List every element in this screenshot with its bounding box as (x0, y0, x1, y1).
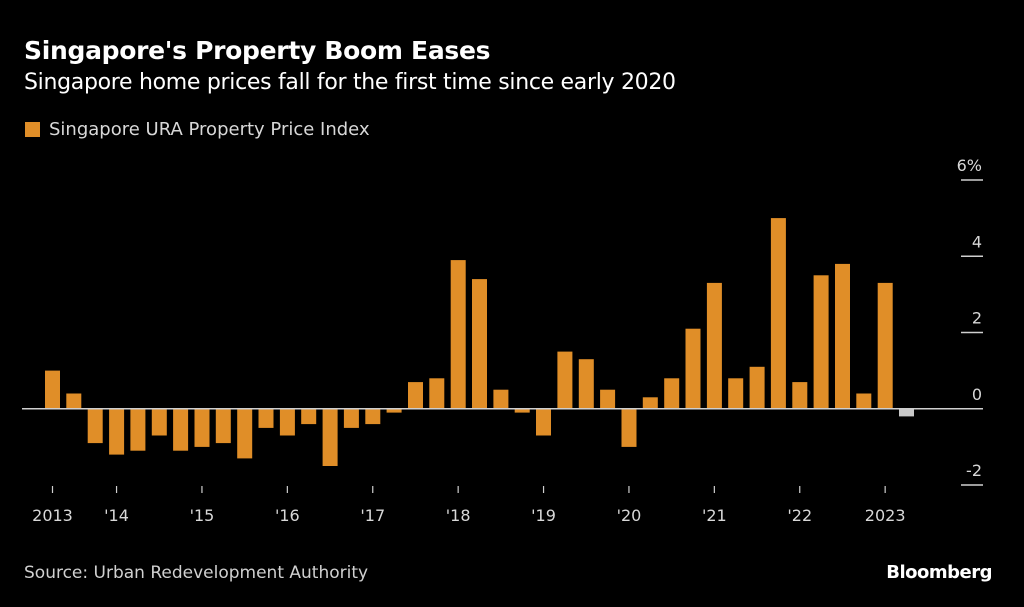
y-axis: 6% 4 2 0 -2 (957, 156, 983, 486)
bar-2018-q1 (472, 279, 487, 409)
bar-2017-q2 (408, 382, 423, 409)
x-tick-label: '22 (787, 506, 812, 525)
bars-group (45, 218, 914, 466)
bar-2021-q1 (728, 378, 744, 409)
bar-2020-q3 (685, 328, 701, 409)
bar-2022-q3 (856, 393, 872, 409)
x-tick-label: '17 (360, 506, 385, 525)
x-tick-label: '14 (104, 506, 129, 525)
bar-2021-q2 (749, 366, 765, 409)
x-tick-label: '20 (617, 506, 642, 525)
bar-2014-q2 (151, 408, 167, 436)
bar-2016-q3 (343, 408, 359, 428)
bar-2014-q3 (173, 408, 189, 451)
x-axis: 2013 '14 '15 '16 '17 '18 '19 '20 '21 '22 2023 (32, 486, 906, 525)
bar-2022-q2 (835, 263, 850, 409)
legend-label: Singapore URA Property Price Index (49, 119, 370, 140)
x-tick-label: '18 (446, 506, 471, 525)
bar-2019-q4 (621, 408, 637, 447)
x-tick-label: '16 (275, 506, 300, 525)
legend: Singapore URA Property Price Index (25, 119, 370, 140)
bar-2018-q2 (493, 389, 509, 409)
bar-2015-q3 (258, 408, 274, 428)
bar-2019-q3 (600, 389, 616, 409)
bar-2019-q1 (557, 351, 573, 409)
bar-2018-q4 (536, 408, 551, 436)
x-tick-label: '15 (190, 506, 215, 525)
bloomberg-logo: Bloomberg (886, 562, 992, 583)
chart-title: Singapore's Property Boom Eases (24, 36, 491, 65)
bar-2014-q4 (194, 408, 210, 447)
y-tick-label: 2 (972, 309, 982, 328)
bar-2016-q2 (322, 408, 338, 466)
bar-2015-q4 (279, 408, 295, 436)
bar-2022-q4 (877, 282, 893, 409)
bar-2013-q1 (45, 370, 60, 409)
bar-2016-q4 (365, 408, 381, 425)
legend-swatch (25, 122, 40, 137)
bar-2015-q1 (215, 408, 231, 444)
x-tick-label: 2013 (32, 506, 73, 525)
bar-2013-q3 (87, 408, 103, 444)
y-tick-label: 4 (972, 232, 982, 251)
bar-2014-q1 (130, 408, 146, 451)
bar-2017-q3 (429, 378, 445, 409)
source-note: Source: Urban Redevelopment Authority (24, 563, 369, 583)
y-tick-label: 0 (972, 385, 982, 404)
bar-2020-q1 (642, 397, 658, 409)
x-tick-label: '19 (531, 506, 556, 525)
y-tick-label: 6% (957, 156, 982, 175)
bar-2023-q1 (899, 408, 914, 417)
bar-2016-q1 (301, 408, 317, 425)
bar-2018-q3 (514, 408, 530, 413)
bar-2022-q1 (813, 275, 829, 409)
bar-2015-q2 (237, 408, 253, 459)
bar-2017-q1 (386, 408, 402, 413)
bar-2019-q2 (578, 359, 594, 409)
bar-2021-q4 (792, 382, 808, 409)
bar-2020-q4 (706, 282, 722, 409)
bar-2017-q4 (450, 260, 466, 409)
bar-2021-q3 (770, 218, 786, 409)
x-tick-label: '21 (702, 506, 727, 525)
bar-2013-q2 (66, 393, 82, 409)
chart-subtitle: Singapore home prices fall for the first… (24, 70, 676, 95)
bar-2020-q2 (664, 378, 680, 409)
y-tick-label: -2 (966, 461, 982, 480)
bar-2013-q4 (109, 408, 125, 455)
x-tick-label: 2023 (865, 506, 906, 525)
